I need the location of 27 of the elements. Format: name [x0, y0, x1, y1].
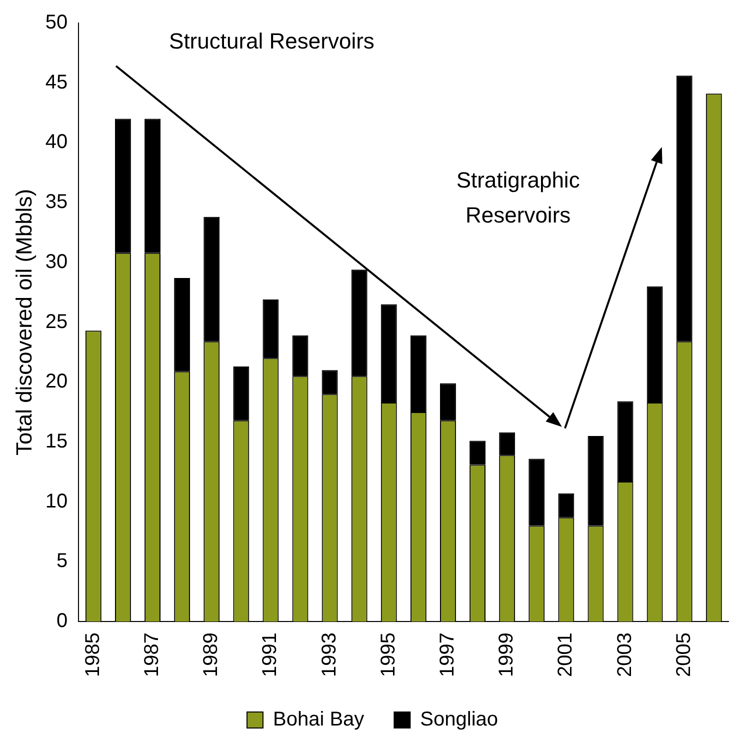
- x-tick-label: 1995: [377, 632, 400, 678]
- y-tick-label: 45: [45, 71, 68, 94]
- y-tick-label: 35: [45, 191, 68, 214]
- y-tick-label: 0: [56, 610, 68, 632]
- x-tick-label: 2005: [672, 632, 695, 678]
- y-tick-label: 10: [45, 490, 68, 512]
- y-tick-label: 15: [45, 430, 68, 452]
- y-tick-label: 50: [45, 12, 68, 34]
- x-tick-label: 2003: [614, 632, 636, 678]
- y-tick-label: 5: [56, 550, 68, 572]
- x-tick-label: 1991: [259, 632, 282, 678]
- x-tick-label: 2001: [554, 632, 577, 678]
- x-tick-label: 1997: [436, 632, 458, 678]
- y-tick-label: 25: [45, 310, 68, 333]
- legend-label: Bohai Bay: [272, 708, 364, 731]
- x-tick-label: 1985: [82, 632, 104, 678]
- y-axis-title: Total discovered oil (Mbbls): [11, 188, 36, 456]
- x-tick-label: 1999: [496, 632, 518, 678]
- legend-label: Songliao: [420, 708, 498, 731]
- y-tick-label: 20: [45, 370, 68, 393]
- annotation: Structural Reservoirs: [169, 28, 374, 54]
- annotation: Stratigraphic Reservoirs: [456, 167, 580, 228]
- y-tick-label: 40: [45, 131, 68, 154]
- x-tick-label: 1993: [318, 632, 340, 678]
- x-tick-label: 1987: [141, 632, 164, 678]
- y-tick-label: 30: [45, 250, 68, 273]
- x-tick-label: 1989: [200, 632, 222, 678]
